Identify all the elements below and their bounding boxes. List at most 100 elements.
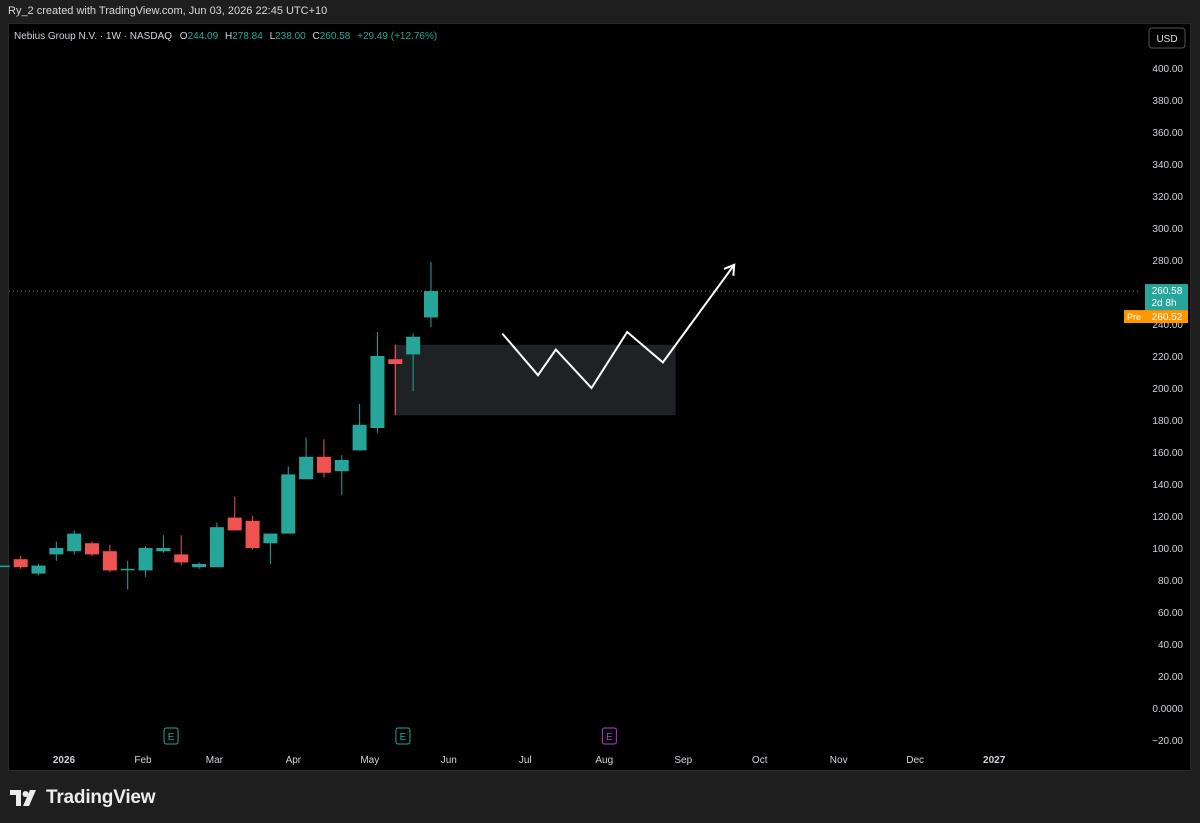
premarket-value: 260.52 (1152, 312, 1183, 323)
candle[interactable] (85, 541, 100, 556)
candle-body (245, 520, 260, 548)
currency-button[interactable]: USD (1148, 27, 1186, 49)
earnings-marker-label: E (400, 732, 407, 743)
tradingview-wordmark: TradingView (46, 787, 156, 808)
y-axis-tick-label: 360.00 (1152, 128, 1183, 139)
candle[interactable] (388, 344, 403, 414)
x-axis-tick-label: Jul (519, 755, 532, 766)
rectangle-zone[interactable] (395, 344, 676, 416)
candle[interactable] (406, 333, 421, 392)
y-axis-tick-label: 140.00 (1152, 480, 1183, 491)
y-axis-tick-label: −20.00 (1152, 736, 1183, 747)
y-axis-tick-label: 0.0000 (1152, 704, 1183, 715)
y-axis-tick-label: 200.00 (1152, 384, 1183, 395)
candle-body (102, 551, 117, 571)
countdown: 2d 8h (1151, 298, 1176, 309)
x-axis-tick-label: 2027 (983, 755, 1006, 766)
candle-body (423, 291, 438, 318)
x-axis-tick-label: Aug (595, 755, 613, 766)
candle-body (352, 424, 367, 451)
y-axis-tick-label: 40.00 (1158, 640, 1183, 651)
y-axis-tick-label: 220.00 (1152, 352, 1183, 363)
projection-arrowhead (723, 263, 736, 276)
candle-body (281, 474, 296, 534)
candle[interactable] (31, 564, 46, 576)
candle[interactable] (227, 496, 242, 531)
candle[interactable] (192, 562, 207, 569)
candle-body (334, 460, 349, 472)
legend-close: 260.58 (320, 31, 351, 42)
premarket-tag: Pre 260.52 (1124, 310, 1188, 324)
last-price-value: 260.58 (1152, 286, 1183, 297)
tradingview-logo[interactable]: TradingView (10, 787, 156, 809)
y-axis-tick-label: 180.00 (1152, 416, 1183, 427)
candle-body (388, 359, 403, 364)
candle[interactable] (263, 533, 278, 564)
x-axis-tick-label: 2026 (53, 755, 76, 766)
candle[interactable] (316, 439, 331, 478)
candle-body (0, 565, 10, 568)
candle[interactable] (245, 516, 260, 550)
y-axis-tick-label: 320.00 (1152, 192, 1183, 203)
x-axis-tick-label: Dec (906, 755, 924, 766)
candle-body (263, 533, 278, 544)
legend-low: 238.00 (275, 31, 306, 42)
candle[interactable] (209, 522, 224, 568)
earnings-marker-label: E (168, 732, 175, 743)
candle[interactable] (334, 455, 349, 496)
candle[interactable] (49, 541, 64, 561)
earnings-marker[interactable]: E (163, 727, 179, 745)
candle[interactable] (299, 437, 314, 480)
y-axis-tick-label: 280.00 (1152, 256, 1183, 267)
y-axis-tick-label: 120.00 (1152, 512, 1183, 523)
y-axis-tick-label: 300.00 (1152, 224, 1183, 235)
y-axis-tick-label: 80.00 (1158, 576, 1183, 587)
earnings-marker[interactable]: E (395, 727, 411, 745)
candle-body (370, 356, 385, 428)
legend-open: 244.09 (188, 31, 219, 42)
candle[interactable] (423, 261, 438, 328)
earnings-marker[interactable]: E (601, 727, 617, 745)
candle[interactable] (67, 530, 82, 555)
projection-path[interactable] (501, 264, 736, 390)
candle-body (31, 565, 46, 574)
candle-body (156, 548, 171, 552)
candle-body (49, 548, 64, 555)
candle[interactable] (156, 535, 171, 553)
candle-body (316, 456, 331, 473)
candle[interactable] (352, 404, 367, 451)
candle[interactable] (120, 560, 135, 590)
y-axis-tick-label: 160.00 (1152, 448, 1183, 459)
x-axis-tick-label: Mar (206, 755, 224, 766)
candle-body (174, 554, 189, 563)
candle-body (209, 527, 224, 568)
candle-body (192, 564, 207, 568)
earnings-marker-box (163, 727, 179, 745)
candle[interactable] (0, 565, 10, 568)
premarket-label: Pre (1127, 312, 1141, 322)
bottom-bar (0, 772, 1200, 823)
y-axis-tick-label: 380.00 (1152, 96, 1183, 107)
x-axis-tick-label: Feb (134, 755, 152, 766)
y-axis-tick-label: 240.00 (1152, 320, 1183, 331)
candle-body (227, 517, 242, 531)
candle[interactable] (370, 332, 385, 433)
currency-label: USD (1156, 34, 1177, 45)
candle[interactable] (102, 544, 117, 572)
candle-body (138, 548, 153, 571)
y-axis-tick-label: 20.00 (1158, 672, 1183, 683)
top-bar: Ry_2 created with TradingView.com, Jun 0… (0, 0, 1200, 22)
earnings-marker-label: E (606, 732, 613, 743)
svg-text:Nebius Group N.V. · 1W · NASDA: Nebius Group N.V. · 1W · NASDAQ O244.09 … (14, 31, 437, 42)
earnings-marker-box (395, 727, 411, 745)
candle-body (299, 456, 314, 480)
candle[interactable] (174, 535, 189, 566)
y-axis-tick-label: 400.00 (1152, 64, 1183, 75)
x-axis-tick-label: Nov (830, 755, 848, 766)
candle-body (67, 533, 82, 552)
candle[interactable] (13, 556, 28, 569)
candle[interactable] (138, 546, 153, 577)
x-axis-tick-label: May (360, 755, 379, 766)
candle[interactable] (281, 466, 296, 534)
